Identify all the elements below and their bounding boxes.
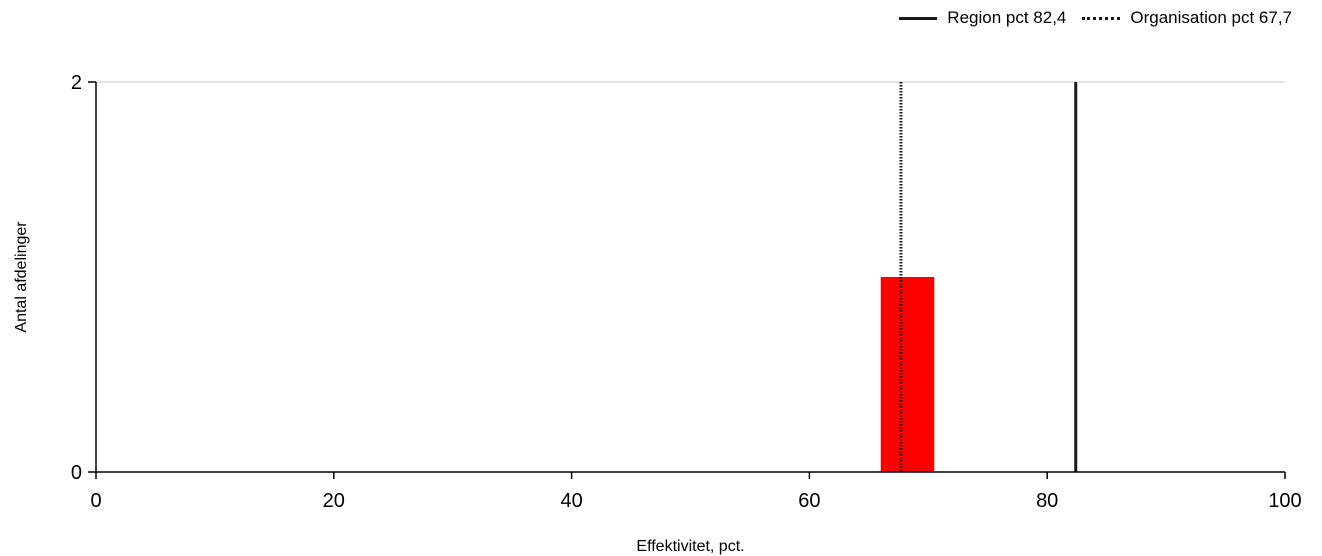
legend-label-region: Region pct 82,4: [947, 8, 1067, 27]
y-axis-title: Antal afdelinger: [13, 221, 30, 333]
legend-item-region: Region pct 82,4: [899, 8, 1066, 28]
y-tick-label-0: 0: [71, 462, 82, 484]
reference-line-layer: [899, 82, 1078, 472]
bar-layer: [880, 277, 935, 472]
x-tick-label-1: 20: [323, 490, 345, 512]
x-tick-label-3: 60: [798, 490, 820, 512]
legend-swatch-dotted: [1082, 16, 1121, 20]
x-tick-label-4: 80: [1036, 490, 1058, 512]
x-tick-label-0: 0: [90, 490, 101, 512]
legend-item-organisation: Organisation pct 67,7: [1082, 8, 1292, 28]
y-tick-label-1: 2: [71, 72, 82, 94]
legend-swatch-solid: [899, 16, 938, 20]
chart-legend: Region pct 82,4 Organisation pct 67,7: [883, 8, 1292, 28]
x-axis-title: Effektivitet, pct.: [636, 538, 744, 555]
x-tick-label-5: 100: [1268, 490, 1301, 512]
legend-label-organisation: Organisation pct 67,7: [1130, 8, 1292, 27]
bar-0: [880, 277, 935, 472]
x-tick-label-2: 40: [560, 490, 582, 512]
axis-layer: 0 20 40 60 80 100 0 2: [71, 72, 1302, 512]
